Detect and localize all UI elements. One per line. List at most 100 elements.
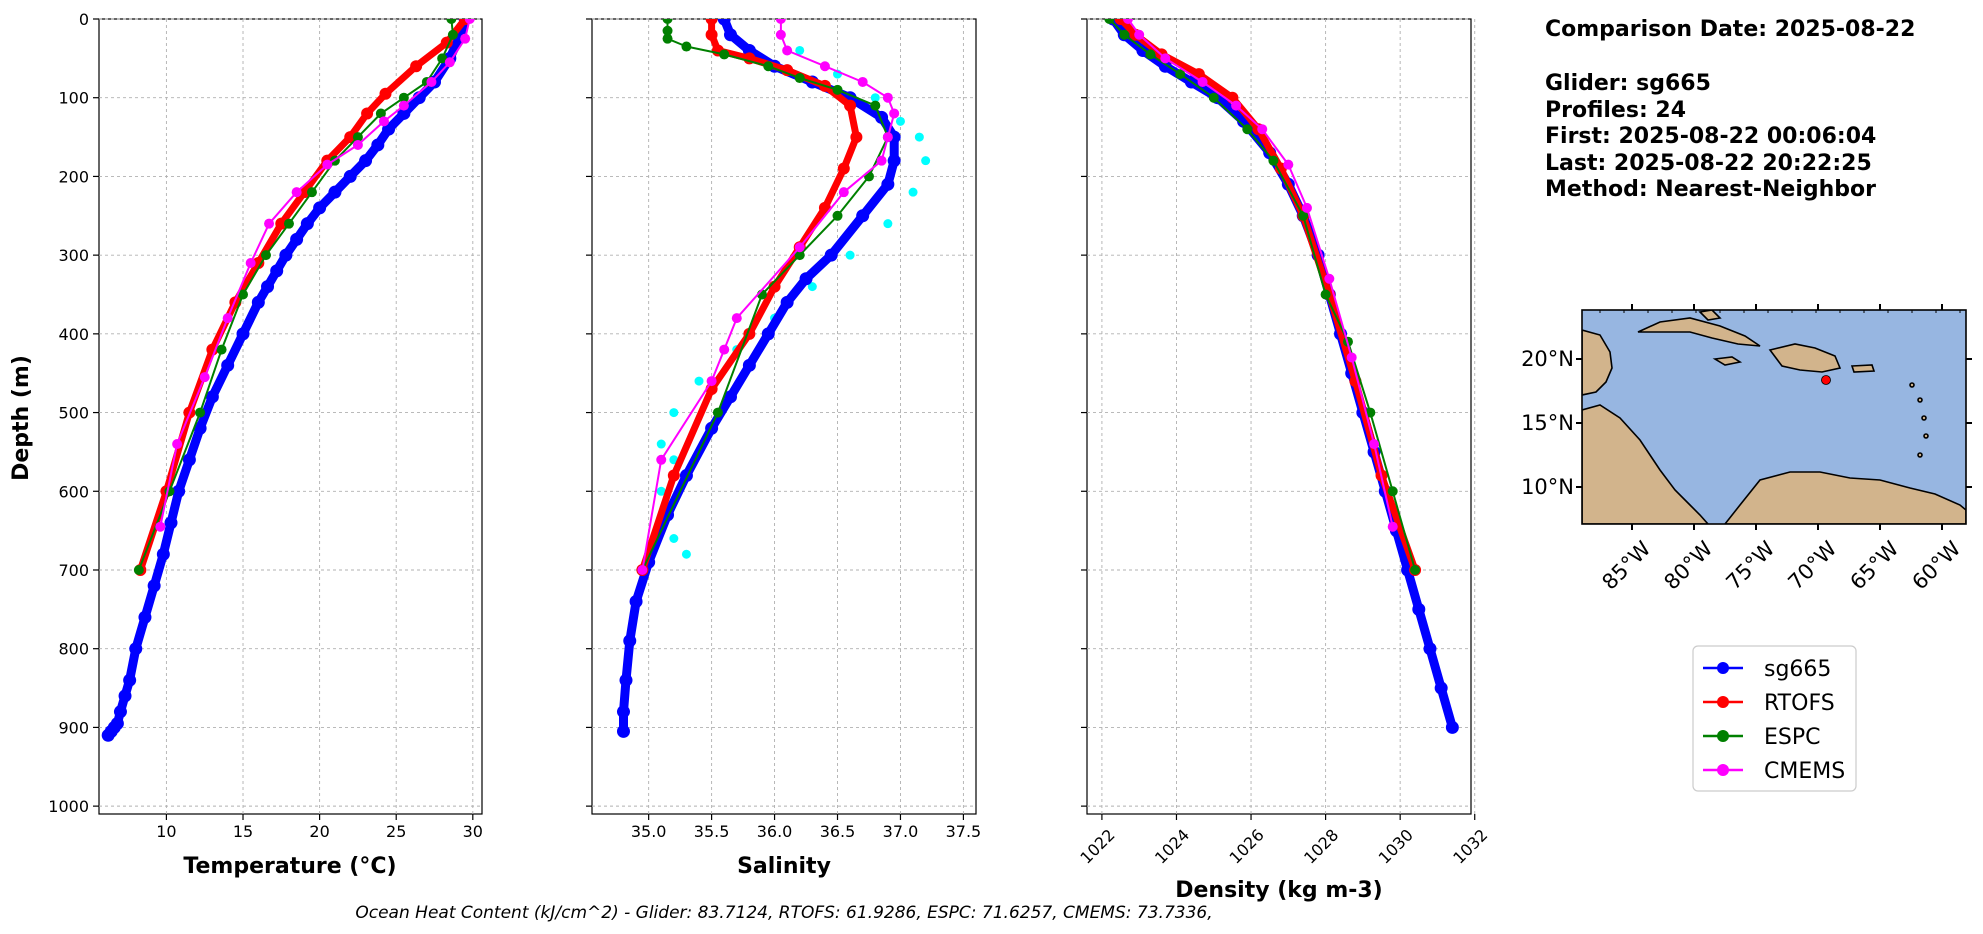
sg665-point [182,453,196,467]
depth-tick-label: 200 [58,167,89,186]
temperature-axes-frame [98,18,483,815]
profiles-line: Profiles: 24 [1545,98,1686,123]
cmems-point [794,242,805,253]
espc-point [662,25,673,36]
espc-point [763,61,774,72]
cmems-point [398,100,409,111]
info-text-block: Comparison Date: 2025-08-22 Glider: sg66… [1545,17,1915,202]
sg665-point [616,705,630,719]
cmems-point [1283,159,1294,170]
cmems-point [444,57,455,68]
sg665-point [1434,681,1448,695]
x-tick-label: 1032 [1449,825,1491,867]
map-longitude-label: 85°W [1597,536,1655,594]
espc-point [662,19,673,24]
salinity-panel: 35.0 35.5 36.0 36.5 37.0 37.5 [586,18,982,841]
depth-tick-label: 0 [79,10,89,29]
sg665-point [300,217,314,231]
espc-point [238,289,249,300]
sg665-point [113,705,127,719]
depth-tick-label: 600 [58,482,89,501]
map-longitude-label: 75°W [1721,536,1779,594]
espc-point [447,29,458,40]
sg665-point [359,154,373,168]
depth-tick-label: 1000 [48,797,89,816]
cmems-point [1301,202,1312,213]
legend-label-espc: ESPC [1764,725,1821,750]
sg665-point [101,728,115,742]
map-frame [1581,309,1967,525]
cmems-point [731,313,742,324]
espc-point [1145,49,1156,60]
cmems-point [819,61,830,72]
espc-point [1410,564,1421,575]
cmems-point [460,33,471,44]
legend-swatch-marker-cmems [1717,764,1729,776]
cmems-point [882,92,893,103]
temperature-panel: 10 15 20 25 30010020030040050060070080090010… [48,10,483,841]
espc-point [1208,92,1219,103]
sg665-point [780,295,794,309]
sg665-point [205,390,219,404]
x-tick-label: 1022 [1076,825,1118,867]
sg665-point [761,327,775,341]
legend-label-sg665: sg665 [1764,657,1831,682]
sg665-point [1445,720,1459,734]
x-tick-label: 1024 [1151,825,1193,867]
density-axes-frame [1086,18,1472,815]
espc-point [1119,29,1130,40]
cmems-point [838,187,849,198]
rtofs-profile-line [638,19,860,574]
sg665-cyan-point [908,187,918,197]
sg665-point [397,106,411,120]
sg665-cyan-point [921,156,931,166]
espc-point [1268,155,1279,166]
sg665-cyan-point [883,219,893,229]
cmems-point [245,258,256,269]
rtofs-point [361,107,374,120]
espc-point [437,53,448,64]
depth-tick-label: 800 [58,640,89,659]
sg665-point [221,358,235,372]
map-latitude-label: 15°N [1521,411,1574,435]
depth-tick-label: 900 [58,718,89,737]
espc-point [352,132,363,143]
depth-tick-label: 100 [58,89,89,108]
sg665-point [371,138,385,152]
map-longitude-label: 80°W [1659,536,1717,594]
cmems-point [1197,76,1208,87]
mexico-land [1582,329,1613,396]
espc-point [1387,486,1398,497]
temperature-axis-label: Temperature (°C) [183,854,396,879]
legend-swatch-marker-sg665 [1717,662,1729,674]
sg665-point [723,390,737,404]
cmems-point [1369,439,1380,450]
antilles-island [1917,452,1923,458]
sg665-point [164,516,178,530]
antilles-island [1917,397,1923,403]
cmems-point [782,45,793,56]
cmems-point [199,372,210,383]
x-tick-label: 37.5 [946,822,982,841]
espc-point [832,84,843,95]
espc-profile-line [137,19,454,571]
cmems-point [155,521,166,532]
cmems-point [322,159,333,170]
cuba-land [1637,317,1761,347]
cmems-profile-line [641,19,896,571]
rtofs-point [379,87,392,100]
sg665-point [313,201,327,215]
rtofs-point [705,28,718,41]
espc-point [1242,124,1253,135]
x-tick-label: 36.0 [757,822,793,841]
sg665-point [156,547,170,561]
sg665-cyan-point [914,132,924,142]
density-panel: 1022 1024 1026 1028 1030 1032 [1076,18,1491,868]
salinity-axes-frame [591,18,977,815]
map-longitude-label: 60°W [1907,536,1965,594]
cmems-point [637,564,648,575]
map-latitude-label: 10°N [1521,475,1574,499]
cmems-point [857,76,868,87]
cmems-point [876,155,887,166]
